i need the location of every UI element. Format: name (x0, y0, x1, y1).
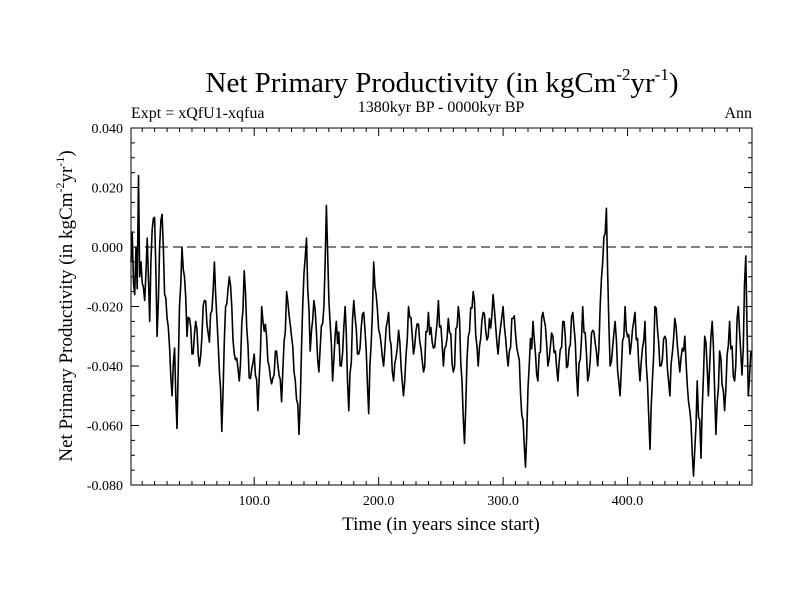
title-mid: yr (630, 67, 655, 99)
npp-series-line (130, 174, 753, 477)
y-tick-label: -0.060 (87, 420, 123, 435)
chart-title: Net Primary Productivity (in kgCm-2yr-1) (206, 65, 679, 99)
x-axis-label: Time (in years since start) (342, 514, 540, 535)
x-tick-label: 400.0 (612, 494, 644, 509)
y-tick-label: -0.020 (87, 301, 123, 316)
y-axis-label: Net Primary Productivity (in kgCm-2yr-1) (53, 150, 77, 461)
ylabel-end: ) (56, 150, 77, 156)
subtitle-season: Ann (724, 105, 752, 122)
ylabel-sup-2: -1 (53, 157, 67, 167)
title-end: ) (669, 67, 679, 99)
x-tick-label: 300.0 (487, 494, 519, 509)
title-main: Net Primary Productivity (in kgCm (206, 67, 617, 99)
subtitle-experiment: Expt = xQfU1-xqfua (131, 105, 264, 122)
ylabel-main: Net Primary Productivity (in kgCm (56, 192, 77, 461)
title-sup-1: -2 (616, 65, 630, 84)
x-tick-label: 100.0 (238, 494, 270, 509)
y-tick-label: 0.040 (92, 122, 124, 137)
ylabel-mid: yr (56, 166, 77, 183)
y-tick-label: 0.020 (92, 182, 124, 197)
subtitle-period: 1380kyr BP - 0000kyr BP (358, 99, 525, 116)
y-tick-label: -0.040 (87, 360, 123, 375)
title-sup-2: -1 (655, 65, 669, 84)
plot-frame (130, 127, 753, 486)
axis-ticks: 0.040 0.020 0.000 -0.020 -0.040 -0.060 -0.080 1… (87, 122, 753, 509)
y-tick-label: 0.000 (92, 241, 124, 256)
x-tick-label: 200.0 (363, 494, 395, 509)
y-tick-label: -0.080 (87, 479, 123, 494)
ylabel-sup-1: -2 (53, 183, 67, 193)
